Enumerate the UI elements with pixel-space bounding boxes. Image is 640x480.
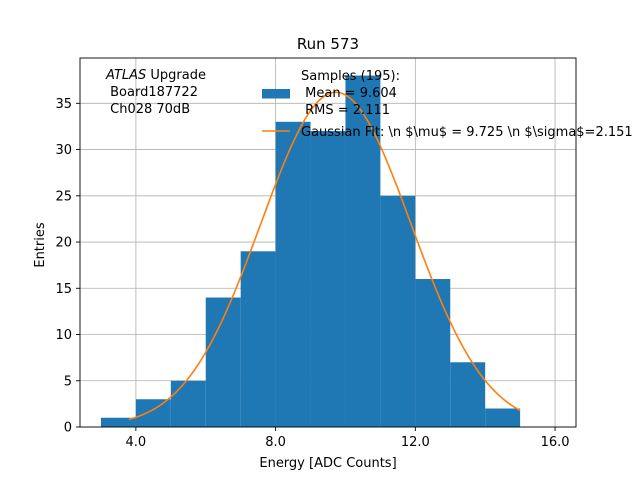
histogram-bars [100, 75, 521, 428]
histogram-bar [415, 279, 451, 427]
y-tick-label: 25 [55, 189, 72, 204]
histogram-bar [275, 121, 311, 428]
legend-histogram-line: Mean = 9.604 [301, 86, 397, 101]
legend: Samples (195): Mean = 9.604 RMS = 2.111 G… [262, 69, 633, 140]
histogram-bar [485, 408, 521, 427]
plot-frame [79, 57, 577, 428]
legend-histogram-line: Samples (195): [301, 69, 400, 84]
histogram-bar [380, 195, 416, 427]
axes [79, 57, 577, 428]
y-axis-label: Entries [33, 222, 48, 268]
histogram-bar [100, 417, 136, 427]
y-tick-label: 5 [64, 374, 72, 389]
annotation-line: Ch028 70dB [106, 102, 190, 117]
x-tick-label: 16.0 [541, 435, 570, 450]
legend-histogram-line: RMS = 2.111 [301, 103, 390, 118]
atlas-annotation: ATLAS Upgrade Board187722 Ch028 70dB [105, 68, 206, 117]
legend-histogram-swatch [262, 89, 290, 99]
x-tick-label: 8.0 [265, 435, 286, 450]
y-tick-label: 0 [64, 421, 72, 436]
chart-title: Run 573 [297, 35, 359, 53]
histogram-bar [135, 399, 171, 427]
tick-labels: 4.0 8.0 12.0 16.0 0 5 10 15 20 25 30 35 [55, 97, 569, 450]
gaussian-fit [128, 91, 521, 421]
y-tick-label: 30 [55, 143, 72, 158]
y-tick-label: 35 [55, 97, 72, 112]
histogram-bar [450, 362, 486, 427]
histogram-bar [310, 131, 346, 427]
histogram-bar [170, 380, 206, 427]
x-tick-label: 12.0 [401, 435, 430, 450]
y-tick-label: 10 [55, 328, 72, 343]
annotation-line: Board187722 [106, 85, 198, 100]
legend-fit-label: Gaussian Fit: \n $\mu$ = 9.725 \n $\sigm… [301, 125, 633, 140]
histogram-bar [240, 251, 276, 427]
fit-curve [128, 91, 521, 421]
annotation-line: ATLAS Upgrade [105, 68, 206, 83]
x-axis-label: Energy [ADC Counts] [259, 456, 396, 471]
y-tick-label: 20 [55, 236, 72, 251]
y-tick-label: 15 [55, 282, 72, 297]
x-tick-label: 4.0 [126, 435, 147, 450]
